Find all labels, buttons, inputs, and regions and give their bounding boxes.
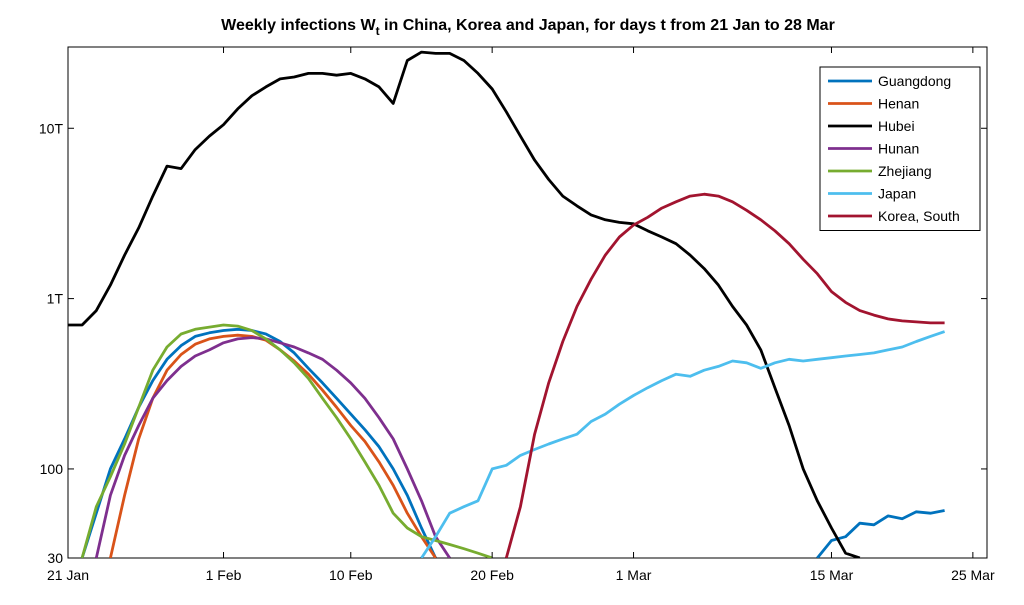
x-tick-label: 20 Feb [470, 567, 514, 583]
y-tick-label: 100 [40, 461, 64, 477]
legend-label: Henan [878, 96, 919, 112]
x-tick-label: 10 Feb [329, 567, 373, 583]
x-tick-label: 1 Feb [206, 567, 242, 583]
x-tick-label: 15 Mar [810, 567, 854, 583]
chart-title-rest: in China, Korea and Japan, for days t fr… [380, 17, 835, 34]
chart-legend: Guangdong Henan Hubei Hunan Zhejiang Japan Kor… [819, 66, 981, 231]
legend-label: Korea, South [878, 208, 960, 224]
legend-label: Hunan [878, 141, 919, 157]
series-line-hunan [94, 336, 451, 558]
y-tick-label: 1T [47, 291, 64, 307]
legend-label: Guangdong [878, 73, 951, 89]
plot-area [67, 46, 988, 559]
chart-title: Weekly infections Wt in China, Korea and… [221, 17, 835, 38]
series-line-guangdong [80, 327, 437, 558]
legend-label: Zhejiang [878, 163, 932, 179]
series-line-korea-south [504, 192, 945, 558]
legend-label: Hubei [878, 118, 915, 134]
series-line-hubei [68, 50, 861, 558]
x-tick-label: 25 Mar [951, 567, 995, 583]
series-layer [68, 50, 946, 558]
axis-layer: 21 Jan 1 Feb 10 Feb 20 Feb 1 Mar 15 Mar 25 Mar… [39, 47, 995, 583]
series-line-zhejiang [80, 323, 493, 558]
chart-title-main: Weekly infections W [221, 17, 376, 34]
chart-title-subscript: t [376, 24, 380, 38]
series-line-japan [420, 330, 946, 558]
y-tick-label: 10T [39, 120, 64, 136]
legend-label: Japan [878, 186, 916, 202]
x-tick-label: 1 Mar [616, 567, 652, 583]
y-tick-label: 30 [47, 550, 63, 566]
x-tick-label: 21 Jan [47, 567, 89, 583]
